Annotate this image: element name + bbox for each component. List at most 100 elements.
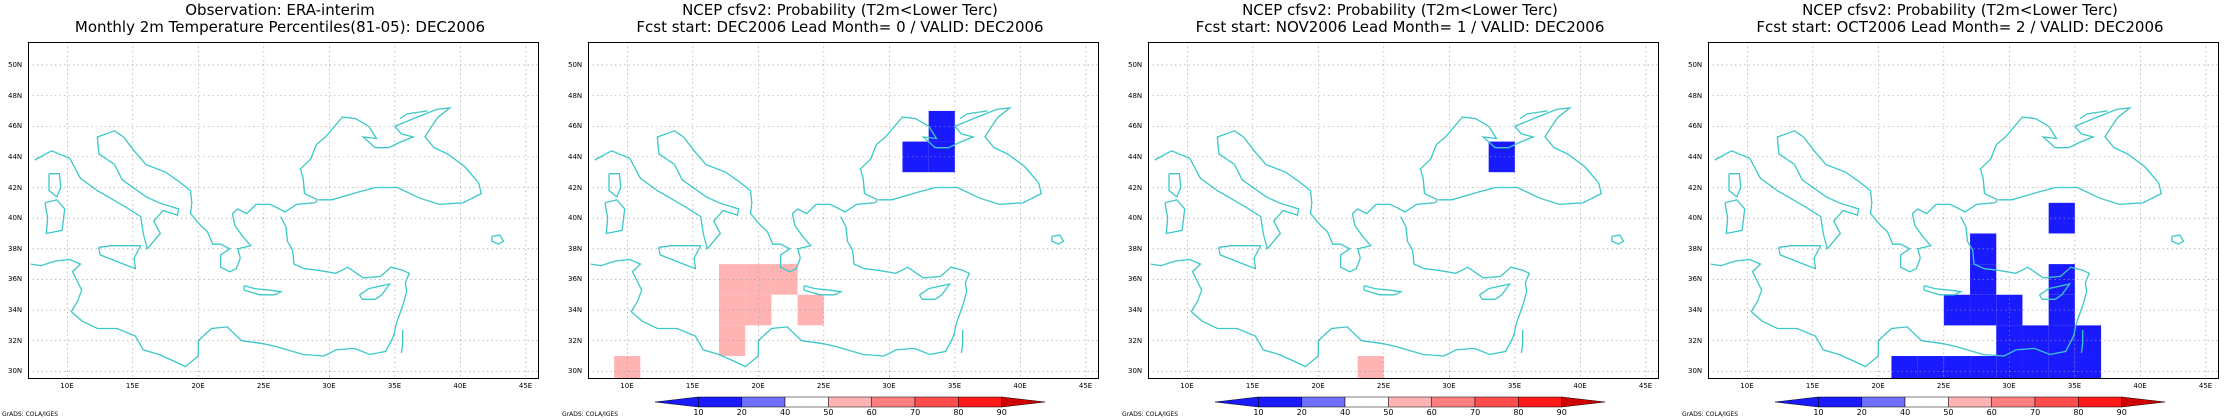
colorbar-label: 70 bbox=[1470, 408, 1481, 417]
colorbar-label: 60 bbox=[1986, 408, 1997, 417]
probability-cell bbox=[1357, 356, 1384, 379]
lon-tick-label: 20E bbox=[1311, 382, 1325, 390]
lat-tick-label: 42N bbox=[8, 183, 23, 192]
colorbar-segment bbox=[914, 396, 959, 408]
probability-cell bbox=[2022, 325, 2049, 357]
colorbar-segment bbox=[1818, 396, 1862, 408]
panel-title-line-2: Monthly 2m Temperature Percentiles(81-05… bbox=[74, 18, 486, 36]
colorbar-segment bbox=[2034, 396, 2079, 408]
lat-tick-label: 36N bbox=[8, 275, 23, 284]
lon-tick-label: 35E bbox=[387, 382, 402, 390]
colorbar-segment bbox=[1861, 396, 1906, 408]
lon-tick-label: 30E bbox=[1442, 382, 1456, 390]
probability-cell bbox=[2048, 202, 2075, 234]
probability-cell bbox=[1760, 110, 1787, 142]
lat-tick-label: 36N bbox=[1128, 275, 1143, 284]
lon-tick-label: 25E bbox=[1376, 382, 1391, 390]
coastline bbox=[803, 284, 844, 296]
colorbar-label: 90 bbox=[1556, 408, 1567, 417]
probability-cell bbox=[797, 294, 824, 326]
probability-cell bbox=[1786, 202, 1813, 234]
colorbar-label: 80 bbox=[953, 408, 964, 417]
coastline bbox=[1168, 173, 1182, 198]
colorbar-label: 40 bbox=[1340, 408, 1351, 417]
colorbar-segment bbox=[958, 396, 1002, 408]
colorbar-segment bbox=[741, 396, 786, 408]
colorbar-label: 90 bbox=[996, 408, 1007, 417]
lat-tick-label: 32N bbox=[1688, 336, 1703, 345]
coastline bbox=[1218, 245, 1262, 270]
probability-cell bbox=[614, 356, 641, 379]
colorbar-segment bbox=[1948, 396, 1992, 408]
lat-tick-label: 46N bbox=[8, 122, 23, 131]
coastline bbox=[1714, 130, 1860, 251]
lat-tick-label: 46N bbox=[1688, 122, 1703, 131]
probability-cell bbox=[1891, 356, 1918, 379]
colorbar-segment bbox=[1774, 396, 1819, 408]
lon-tick-label: 40E bbox=[453, 382, 467, 390]
lat-tick-label: 44N bbox=[568, 152, 583, 161]
grads-footer: GrADS: COLA/IGES bbox=[1682, 411, 1739, 418]
coastline bbox=[1051, 234, 1065, 245]
map-frame bbox=[28, 42, 539, 379]
probability-cell bbox=[745, 233, 772, 265]
lon-tick-label: 30E bbox=[2002, 382, 2016, 390]
colorbar-segment bbox=[1474, 396, 1519, 408]
lon-tick-label: 45E bbox=[1078, 382, 1093, 390]
coastline bbox=[30, 216, 411, 368]
colorbar bbox=[1774, 396, 2166, 408]
coastline bbox=[1478, 282, 1512, 300]
probability-cell bbox=[1760, 356, 1787, 379]
colorbar-label: 10 bbox=[1813, 408, 1824, 417]
probability-cell bbox=[1357, 264, 1384, 295]
colorbar-segment bbox=[784, 396, 829, 408]
probability-cell bbox=[1357, 294, 1384, 326]
colorbar-segment bbox=[871, 396, 916, 408]
lat-tick-label: 30N bbox=[568, 367, 583, 376]
lon-tick-label: 35E bbox=[1507, 382, 1522, 390]
lat-tick-label: 34N bbox=[8, 306, 23, 315]
probability-cell bbox=[1708, 172, 1735, 203]
lon-tick-label: 25E bbox=[816, 382, 831, 390]
probability-cell bbox=[2022, 356, 2049, 379]
lat-tick-label: 42N bbox=[568, 183, 583, 192]
lat-tick-label: 50N bbox=[568, 60, 583, 69]
coastline bbox=[2038, 282, 2072, 300]
probability-cell bbox=[902, 141, 929, 173]
colorbar-segment bbox=[1904, 396, 1949, 408]
lon-tick-label: 15E bbox=[1245, 382, 1260, 390]
lat-tick-label: 42N bbox=[1688, 183, 1703, 192]
probability-cell bbox=[771, 233, 798, 265]
colorbar-label: 40 bbox=[1900, 408, 1911, 417]
panel-title-line-1: NCEP cfsv2: Probability (T2m<Lower Terc) bbox=[1242, 1, 1558, 19]
map-frame bbox=[1148, 42, 1659, 379]
lat-tick-label: 30N bbox=[1128, 367, 1143, 376]
lat-tick-label: 38N bbox=[8, 244, 23, 253]
probability-cell bbox=[588, 172, 615, 203]
probability-cell bbox=[1252, 356, 1280, 379]
colorbar-segment bbox=[828, 396, 872, 408]
panel-title-line-2: Fcst start: DEC2006 Lead Month= 0 / VALI… bbox=[636, 18, 1044, 36]
lon-tick-label: 40E bbox=[1573, 382, 1587, 390]
colorbar-label: 80 bbox=[2073, 408, 2084, 417]
lon-tick-label: 40E bbox=[2133, 382, 2147, 390]
coastline bbox=[399, 110, 428, 120]
colorbar-label: 60 bbox=[866, 408, 877, 417]
coastline bbox=[959, 110, 988, 120]
colorbar-segment bbox=[2078, 396, 2122, 408]
coastline bbox=[34, 130, 180, 251]
lat-tick-label: 40N bbox=[568, 214, 583, 223]
probability-cell bbox=[823, 356, 851, 379]
colorbar-label: 50 bbox=[823, 408, 834, 417]
probability-cell bbox=[771, 325, 798, 357]
lat-tick-label: 38N bbox=[568, 244, 583, 253]
coastline bbox=[1923, 284, 1964, 296]
lat-tick-label: 36N bbox=[1688, 275, 1703, 284]
coastline bbox=[1794, 106, 2163, 273]
lon-tick-label: 40E bbox=[1013, 382, 1027, 390]
lon-tick-label: 45E bbox=[2198, 382, 2213, 390]
lat-tick-label: 46N bbox=[568, 122, 583, 131]
lon-tick-label: 25E bbox=[256, 382, 271, 390]
coastline bbox=[1611, 234, 1625, 245]
coastline bbox=[1724, 199, 1746, 235]
